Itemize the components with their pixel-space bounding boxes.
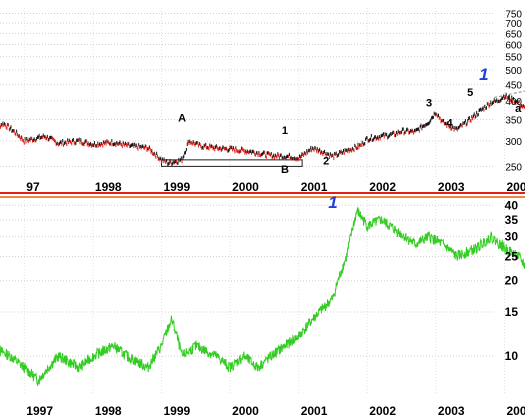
top-wave-label: 1 [282, 125, 288, 137]
top-wave-label: 4 [447, 117, 454, 129]
top-x-tick-label: 2004 [507, 180, 525, 194]
bottom-line-series [0, 206, 525, 387]
bottom-y-tick-label: 40 [505, 198, 519, 212]
bottom-wave-labels: 1212 [328, 193, 337, 212]
top-wave-label: 1 [479, 65, 488, 84]
bottom-y-tick-label: 15 [505, 305, 519, 319]
bottom-x-tick-label: 2003 [438, 404, 465, 418]
top-grid [0, 8, 505, 178]
bottom-y-tick-label: 35 [505, 213, 519, 227]
top-y-tick-label: 300 [505, 137, 522, 148]
top-wave-labels: A1B23451abc2123456789 [178, 65, 522, 176]
top-x-tick-label: 2000 [232, 180, 259, 194]
top-wave-label: 3 [426, 97, 432, 109]
bottom-x-tick-label: 1999 [164, 404, 191, 418]
top-x-tick-labels: 9719981999200020012002200320042005200620… [26, 180, 525, 194]
top-x-tick-label: 2001 [301, 180, 328, 194]
top-price-series [0, 92, 525, 167]
top-x-tick-label: 2003 [438, 180, 465, 194]
top-y-tick-label: 250 [505, 162, 522, 173]
bottom-x-tick-label: 2000 [232, 404, 259, 418]
top-y-tick-label: 450 [505, 81, 522, 92]
bottom-x-tick-label: 1998 [95, 404, 122, 418]
bottom-x-tick-label: 2001 [301, 404, 328, 418]
bottom-grid [0, 200, 505, 395]
bottom-y-tick-label: 25 [505, 249, 519, 263]
top-x-tick-label: 97 [26, 180, 40, 194]
top-wave-label: a [515, 103, 522, 115]
top-wave-label: 5 [467, 87, 473, 99]
consolidation-box [161, 159, 303, 167]
panel-separator [0, 192, 525, 198]
bottom-y-tick-label: 10 [505, 349, 519, 363]
top-wave-label: 2 [323, 156, 329, 168]
bottom-x-tick-label: 2004 [507, 404, 525, 418]
top-y-tick-label: 600 [505, 41, 522, 52]
top-wave-label: B [281, 164, 289, 176]
bottom-x-tick-labels: 1997199819992000200120022003200420052006… [26, 404, 525, 418]
bottom-x-tick-label: 2002 [369, 404, 396, 418]
top-y-tick-label: 700 [505, 19, 522, 30]
bottom-y-tick-label: 20 [505, 274, 519, 288]
top-y-tick-label: 650 [505, 29, 522, 40]
bottom-x-tick-label: 1997 [26, 404, 53, 418]
top-x-tick-label: 1999 [164, 180, 191, 194]
top-y-tick-label: 750 [505, 9, 522, 20]
top-x-tick-label: 2002 [369, 180, 396, 194]
ratio-line [0, 206, 525, 387]
bottom-wave-label: 1 [328, 193, 337, 212]
top-y-tick-label: 550 [505, 53, 522, 64]
top-y-tick-label: 500 [505, 66, 522, 77]
top-x-tick-label: 1998 [95, 180, 122, 194]
top-y-tick-label: 400 [505, 97, 522, 108]
top-wave-label: A [178, 113, 186, 125]
bottom-y-tick-label: 30 [505, 230, 519, 244]
top-chart-panel: A1B23451abc2123456789 750700650600550500… [0, 8, 525, 194]
top-y-tick-label: 350 [505, 116, 522, 127]
